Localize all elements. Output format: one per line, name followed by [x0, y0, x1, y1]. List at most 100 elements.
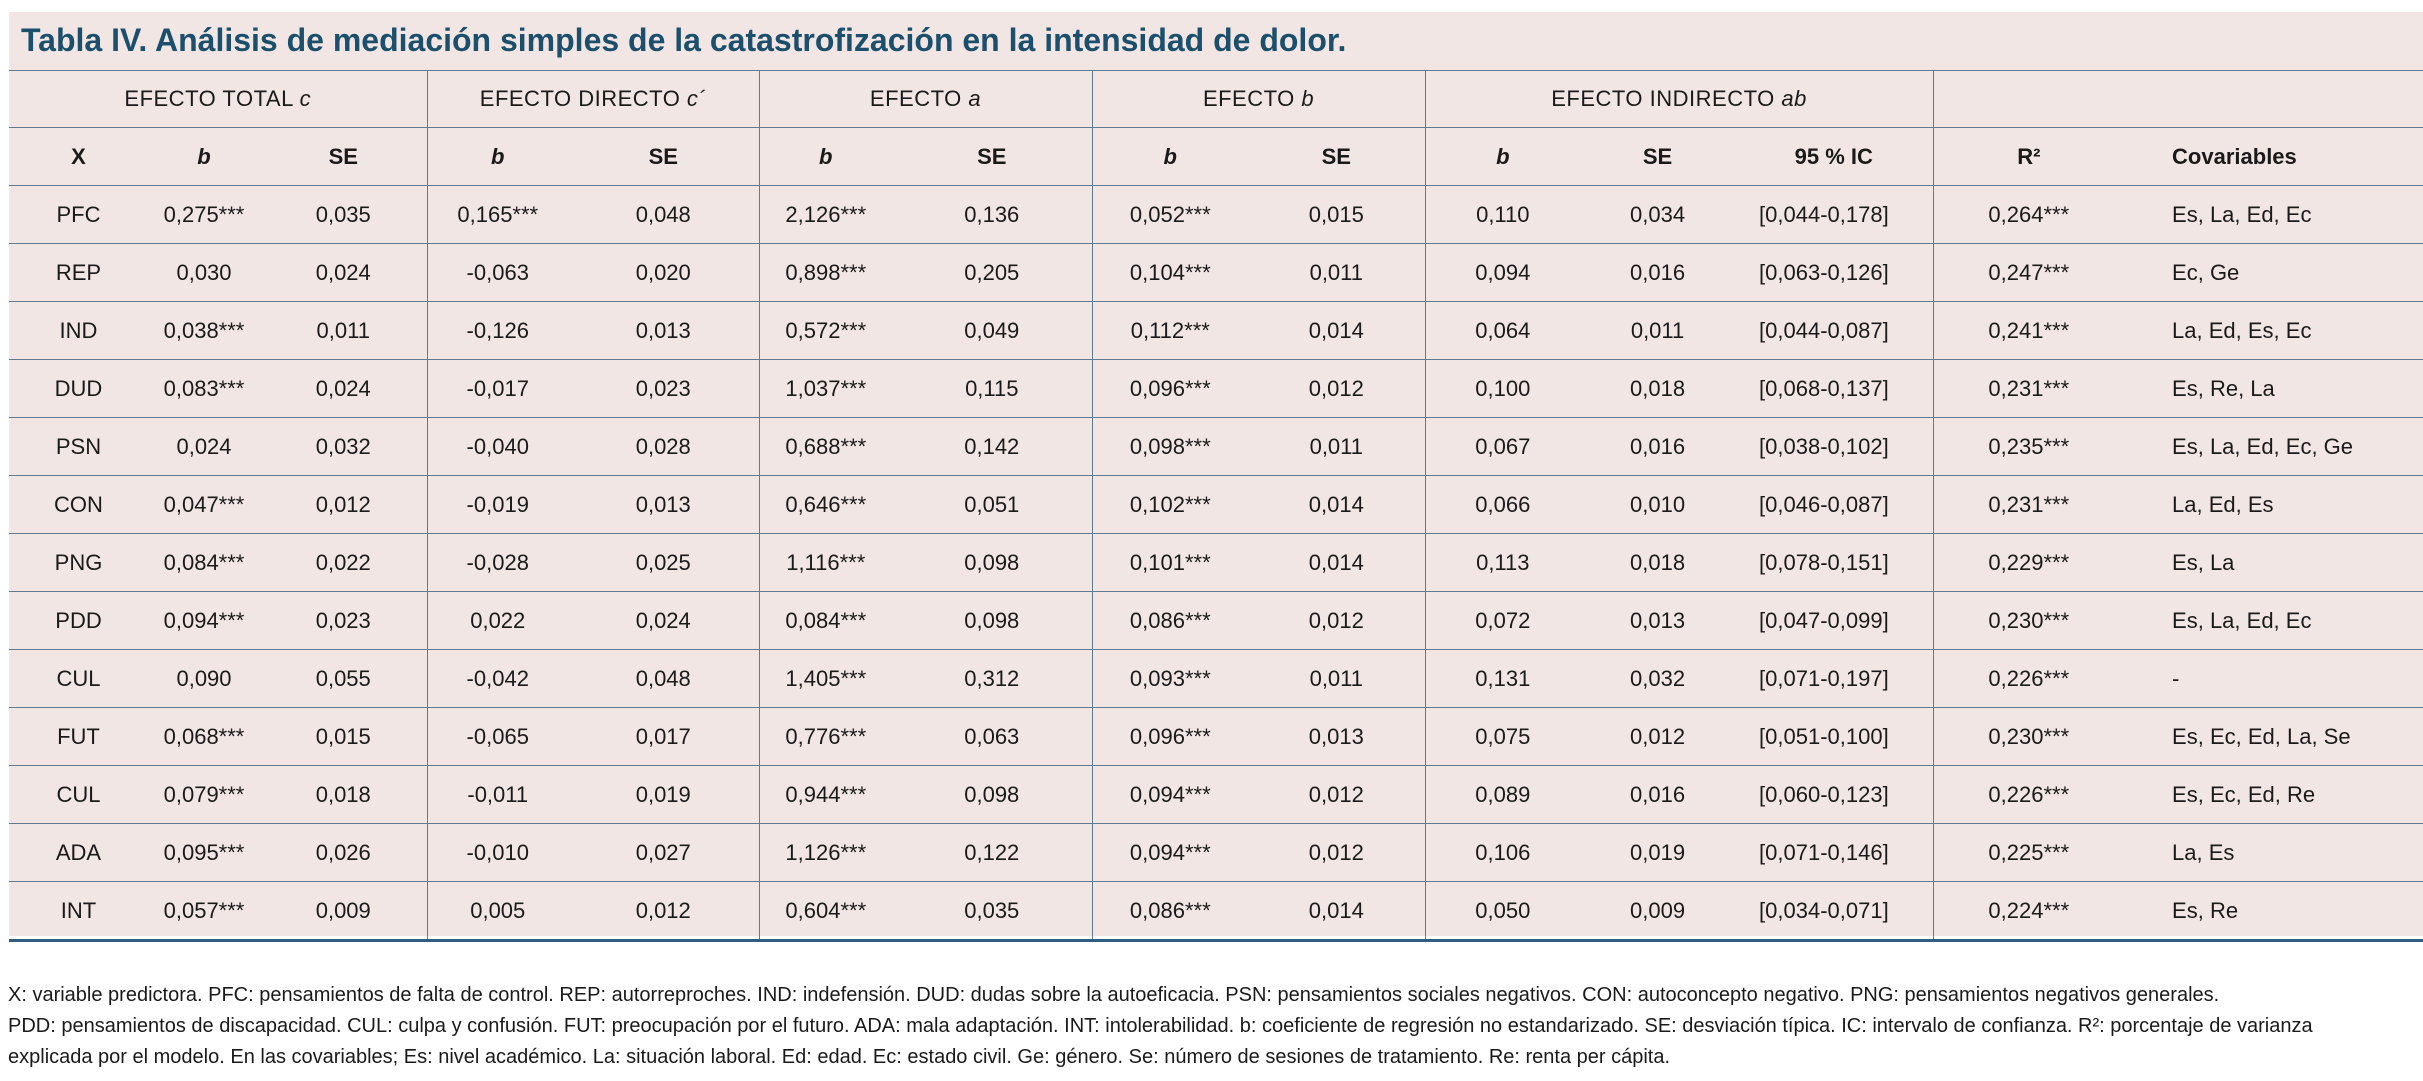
cell-direct-b: 0,005 — [426, 881, 568, 942]
cell-direct-b: -0,011 — [426, 765, 568, 824]
cell-a-b: 1,405*** — [758, 649, 893, 708]
cell-direct-se: 0,048 — [568, 649, 760, 708]
cell-ci: [0,068-0,137] — [1735, 359, 1934, 418]
group-header-direct: EFECTO DIRECTO c´ — [426, 70, 760, 128]
cell-direct-b: -0,063 — [426, 243, 568, 302]
group-header-indirect: EFECTO INDIRECTO ab — [1424, 70, 1934, 128]
table-row: CUL 0,090 0,055 -0,042 0,048 1,405*** 0,312 0,0… — [9, 649, 2423, 708]
cell-a-b: 0,688*** — [758, 417, 893, 476]
cell-direct-se: 0,019 — [568, 765, 760, 824]
cell-total-se: 0,024 — [260, 359, 427, 418]
cell-indirect-b: 0,072 — [1424, 591, 1581, 650]
cell-direct-b: -0,019 — [426, 475, 568, 534]
cell-covariables: Es, Ec, Ed, Re — [2124, 765, 2423, 824]
cell-r2: 0,230*** — [1932, 707, 2125, 766]
cell-total-se: 0,055 — [260, 649, 427, 708]
cell-r2: 0,226*** — [1932, 765, 2125, 824]
cell-total-b: 0,095*** — [148, 823, 260, 882]
cell-a-se: 0,035 — [892, 881, 1093, 942]
table-row: PNG 0,084*** 0,022 -0,028 0,025 1,116*** 0,098… — [9, 533, 2423, 592]
group-header-total: EFECTO TOTAL c — [9, 70, 427, 128]
cell-total-se: 0,032 — [260, 417, 427, 476]
cell-a-se: 0,051 — [892, 475, 1093, 534]
cell-total-se: 0,023 — [260, 591, 427, 650]
col-header-se: SE — [568, 127, 760, 186]
col-header-covariables: Covariables — [2124, 127, 2423, 186]
cell-b-b: 0,052*** — [1091, 185, 1249, 244]
cell-total-se: 0,024 — [260, 243, 427, 302]
cell-total-b: 0,084*** — [148, 533, 260, 592]
cell-direct-b: -0,042 — [426, 649, 568, 708]
cell-predictor: CUL — [9, 765, 148, 824]
cell-covariables: Es, La, Ed, Ec — [2124, 185, 2423, 244]
col-header-se: SE — [260, 127, 427, 186]
cell-b-b: 0,096*** — [1091, 707, 1249, 766]
cell-b-se: 0,014 — [1248, 533, 1426, 592]
cell-b-b: 0,094*** — [1091, 765, 1249, 824]
cell-predictor: DUD — [9, 359, 148, 418]
cell-indirect-se: 0,011 — [1580, 301, 1736, 360]
cell-indirect-se: 0,012 — [1580, 707, 1736, 766]
cell-covariables: La, Ed, Es — [2124, 475, 2423, 534]
col-header-ci: 95 % IC — [1735, 127, 1934, 186]
cell-direct-se: 0,024 — [568, 591, 760, 650]
cell-indirect-b: 0,094 — [1424, 243, 1581, 302]
col-header-b: b — [148, 127, 260, 186]
cell-predictor: CUL — [9, 649, 148, 708]
table-row: FUT 0,068*** 0,015 -0,065 0,017 0,776*** 0,063… — [9, 707, 2423, 766]
col-header-x: X — [9, 127, 148, 186]
cell-direct-b: -0,010 — [426, 823, 568, 882]
cell-a-se: 0,142 — [892, 417, 1093, 476]
cell-b-se: 0,012 — [1248, 591, 1426, 650]
col-header-b: b — [426, 127, 568, 186]
cell-indirect-b: 0,131 — [1424, 649, 1581, 708]
cell-indirect-b: 0,106 — [1424, 823, 1581, 882]
cell-direct-b: -0,017 — [426, 359, 568, 418]
cell-predictor: ADA — [9, 823, 148, 882]
cell-b-se: 0,014 — [1248, 881, 1426, 942]
cell-indirect-se: 0,016 — [1580, 417, 1736, 476]
table-body: PFC 0,275*** 0,035 0,165*** 0,048 2,126*** 0,1… — [9, 185, 2423, 942]
group-header-a: EFECTO a — [758, 70, 1093, 128]
cell-direct-b: -0,040 — [426, 417, 568, 476]
cell-a-se: 0,205 — [892, 243, 1093, 302]
cell-ci: [0,044-0,178] — [1735, 185, 1934, 244]
cell-total-se: 0,012 — [260, 475, 427, 534]
cell-indirect-se: 0,013 — [1580, 591, 1736, 650]
cell-direct-se: 0,025 — [568, 533, 760, 592]
cell-predictor: PDD — [9, 591, 148, 650]
cell-total-b: 0,024 — [148, 417, 260, 476]
group-header-row: EFECTO TOTAL c EFECTO DIRECTO c´ EFECTO … — [9, 70, 2423, 128]
cell-covariables: Es, La, Ed, Ec — [2124, 591, 2423, 650]
cell-b-b: 0,112*** — [1091, 301, 1249, 360]
cell-indirect-se: 0,016 — [1580, 765, 1736, 824]
cell-direct-se: 0,028 — [568, 417, 760, 476]
cell-ci: [0,071-0,197] — [1735, 649, 1934, 708]
cell-a-b: 1,116*** — [758, 533, 893, 592]
cell-b-se: 0,012 — [1248, 359, 1426, 418]
cell-direct-se: 0,013 — [568, 475, 760, 534]
cell-total-se: 0,009 — [260, 881, 427, 942]
cell-direct-se: 0,027 — [568, 823, 760, 882]
cell-a-b: 2,126*** — [758, 185, 893, 244]
cell-a-b: 0,776*** — [758, 707, 893, 766]
table-footnotes: X: variable predictora. PFC: pensamiento… — [8, 980, 2408, 1073]
cell-ci: [0,047-0,099] — [1735, 591, 1934, 650]
mediation-table: EFECTO TOTAL c EFECTO DIRECTO c´ EFECTO … — [9, 70, 2423, 942]
cell-indirect-se: 0,034 — [1580, 185, 1736, 244]
cell-b-b: 0,094*** — [1091, 823, 1249, 882]
cell-direct-se: 0,017 — [568, 707, 760, 766]
table-row: ADA 0,095*** 0,026 -0,010 0,027 1,126*** 0,122… — [9, 823, 2423, 882]
footnote-line: PDD: pensamientos de discapacidad. CUL: … — [8, 1015, 2313, 1037]
cell-predictor: PSN — [9, 417, 148, 476]
cell-indirect-se: 0,010 — [1580, 475, 1736, 534]
cell-covariables: Es, La — [2124, 533, 2423, 592]
cell-b-se: 0,011 — [1248, 417, 1426, 476]
cell-direct-b: -0,126 — [426, 301, 568, 360]
cell-r2: 0,235*** — [1932, 417, 2125, 476]
cell-indirect-b: 0,089 — [1424, 765, 1581, 824]
cell-a-se: 0,098 — [892, 765, 1093, 824]
cell-a-se: 0,136 — [892, 185, 1093, 244]
cell-indirect-b: 0,050 — [1424, 881, 1581, 942]
cell-indirect-b: 0,113 — [1424, 533, 1581, 592]
